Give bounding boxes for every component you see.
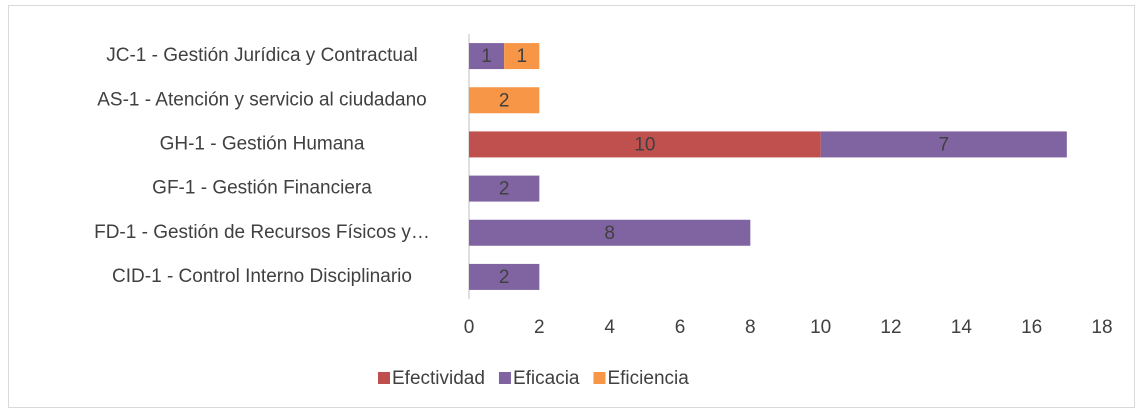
legend-label: Eficacia [513,368,580,389]
y-tick-label: GH-1 - Gestión Humana [160,133,365,154]
bar-segment [469,87,540,114]
x-tick-label: 16 [1021,317,1042,338]
y-tick-label: GF-1 - Gestión Financiera [152,178,372,199]
y-tick-label: JC-1 - Gestión Jurídica y Contractual [106,45,418,66]
legend-label: Eficiencia [607,368,689,389]
data-label: 10 [634,134,655,155]
data-label: 1 [516,46,527,67]
data-label: 1 [481,46,492,67]
bar-segment [469,219,751,246]
bar-segment [469,175,540,202]
legend-swatch [498,372,511,384]
bar-segment [469,131,821,158]
bar-segment [820,131,1067,158]
legend-label: Efectividad [392,368,485,389]
x-tick-label: 6 [675,317,686,338]
x-tick-label: 0 [464,317,475,338]
x-tick-label: 10 [810,317,831,338]
y-tick-label: CID-1 - Control Interno Disciplinario [112,266,412,287]
x-tick-label: 12 [880,317,901,338]
data-label: 2 [499,179,510,200]
x-tick-label: 8 [745,317,756,338]
legend-swatch [378,372,390,384]
y-tick-label: AS-1 - Atención y servicio al ciudadano [97,89,427,110]
data-label: 8 [604,223,615,244]
bar-segment [504,43,540,70]
x-tick-label: 18 [1091,317,1112,338]
x-tick-label: 4 [604,317,615,338]
legend-swatch [593,372,606,384]
data-label: 7 [938,134,949,155]
chart-border [8,5,1135,408]
bar-segment [469,43,505,70]
x-tick-label: 2 [534,317,545,338]
data-label: 2 [499,90,510,111]
y-tick-label: FD-1 - Gestión de Recursos Físicos y… [94,222,430,243]
bar-segment [469,263,540,290]
x-tick-label: 14 [951,317,973,338]
data-label: 2 [499,267,510,288]
